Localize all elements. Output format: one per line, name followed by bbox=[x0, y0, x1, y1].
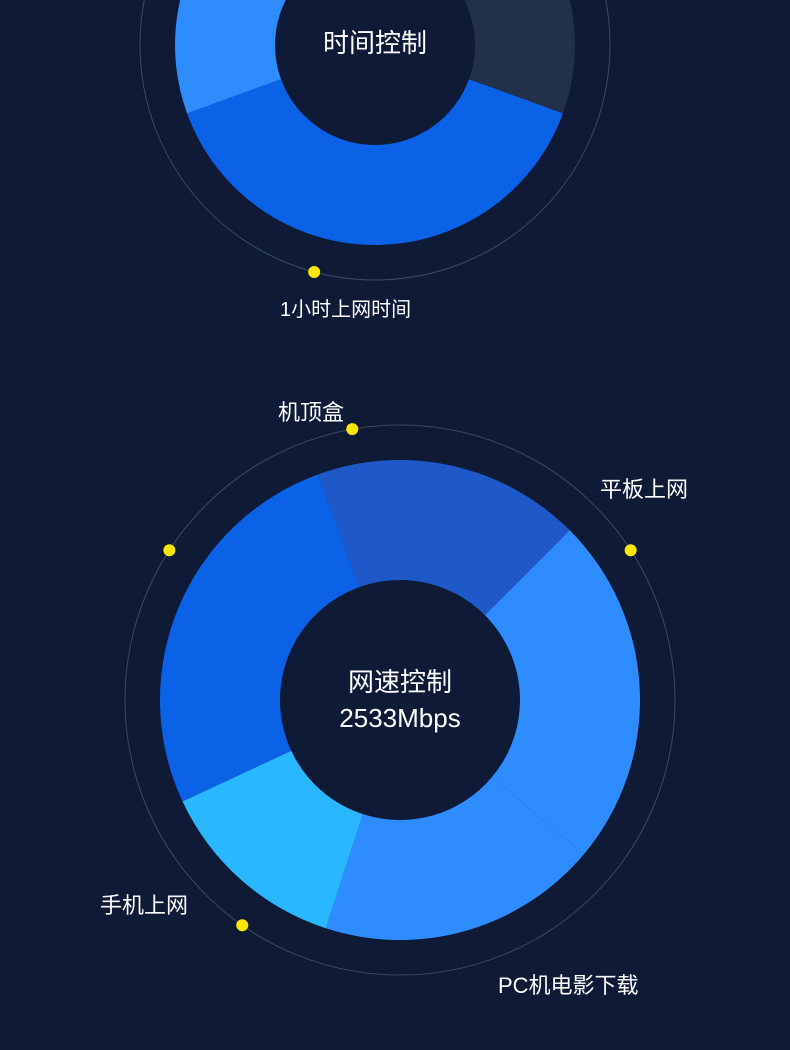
chart2-center-subtitle: 2533Mbps bbox=[339, 703, 460, 733]
chart2-callout-dot-0 bbox=[346, 423, 358, 435]
chart2-callout-label-3: 手机上网 bbox=[100, 893, 188, 918]
chart1-segment-1 bbox=[187, 79, 563, 245]
chart1-callout-dot-0 bbox=[308, 266, 320, 278]
chart1-callout-label-0: 1小时上网时间 bbox=[280, 298, 411, 321]
speed-control-donut: 网速控制 2533Mbps 机顶盒平板上网 PC机电影下载 手机上网 bbox=[100, 400, 688, 998]
chart1-center-title: 时间控制 bbox=[323, 28, 427, 58]
chart2-callout-dot-1 bbox=[625, 544, 637, 556]
chart2-callout-dot-2 bbox=[236, 919, 248, 931]
chart2-callout-label-2: PC机电影下载 bbox=[498, 973, 639, 998]
chart2-center-title: 网速控制 bbox=[348, 667, 452, 697]
chart2-segment-4 bbox=[160, 474, 359, 801]
time-control-donut: 时间控制 1小时上网时间 bbox=[140, 0, 610, 321]
chart2-callout-dot-3 bbox=[163, 544, 175, 556]
chart2-callout-label-0: 机顶盒 bbox=[278, 400, 344, 425]
chart2-callout-label-1: 平板上网 bbox=[600, 477, 688, 502]
